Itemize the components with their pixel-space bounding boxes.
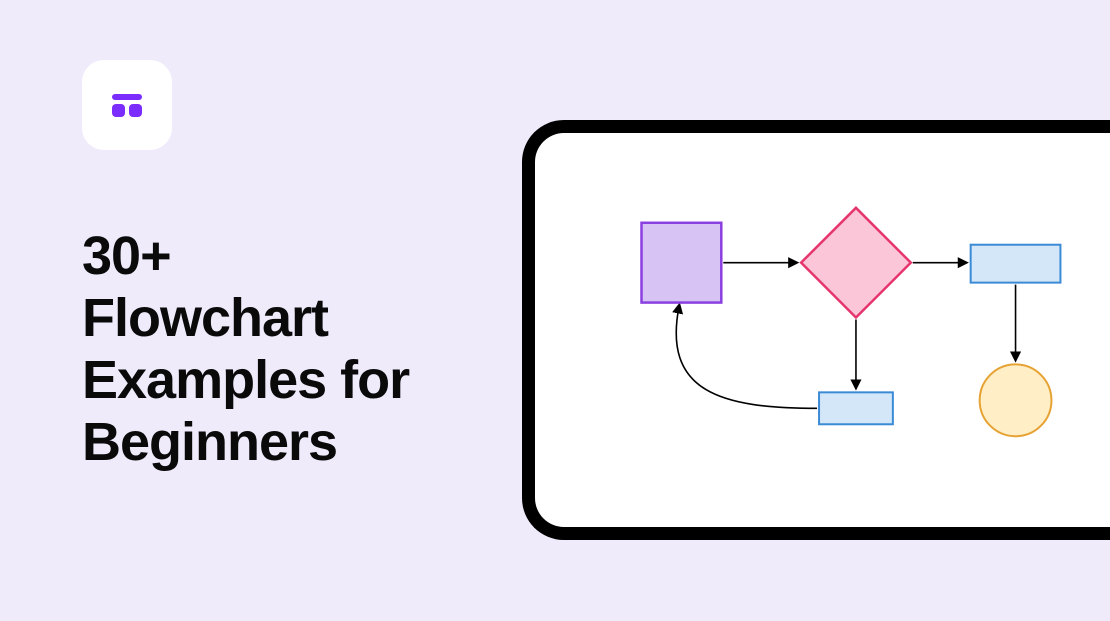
- logo-icon: [112, 94, 142, 117]
- flowchart-node-circle: [980, 364, 1052, 436]
- page-title: 30+FlowchartExamples forBeginners: [82, 225, 409, 473]
- flowchart-node-diamond: [801, 208, 911, 318]
- flowchart-node-rect_r: [971, 245, 1061, 283]
- flowchart-edge: [676, 305, 817, 409]
- flowchart-node-square: [642, 223, 722, 303]
- device-frame: [522, 120, 1110, 540]
- logo-badge: [82, 60, 172, 150]
- flowchart-node-rect_b: [819, 392, 893, 424]
- flowchart-diagram: [535, 133, 1110, 527]
